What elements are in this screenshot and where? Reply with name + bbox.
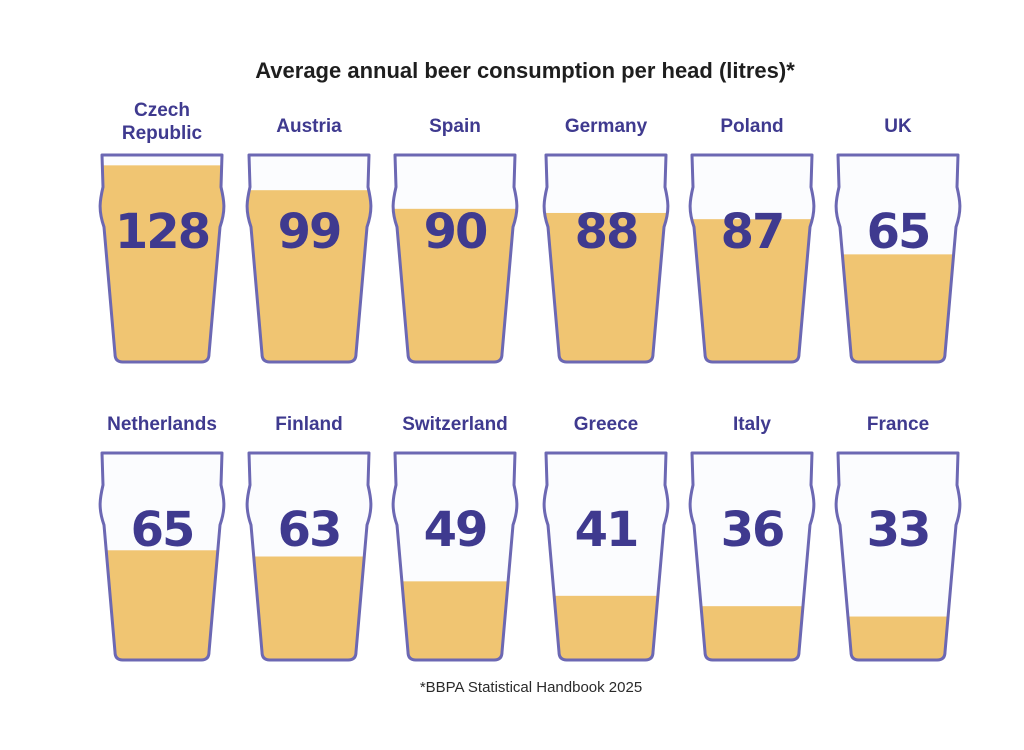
glass-item: 49 Switzerland bbox=[391, 414, 519, 662]
country-label: Switzerland bbox=[402, 414, 508, 435]
glass-item: 99 Austria bbox=[245, 116, 373, 364]
glass-item: 41 Greece bbox=[542, 414, 670, 662]
country-label: Netherlands bbox=[107, 414, 217, 435]
country-label: UK bbox=[884, 116, 912, 137]
glasses-group: 128 Czech Republic 99 Austria 90 Spain 88 German… bbox=[98, 100, 962, 662]
value-label: 41 bbox=[575, 502, 638, 558]
country-label: Germany bbox=[565, 116, 648, 137]
value-label: 36 bbox=[721, 502, 784, 558]
value-label: 87 bbox=[721, 204, 784, 260]
chart-title: Average annual beer consumption per head… bbox=[255, 58, 795, 83]
glass-item: 87 Poland bbox=[688, 116, 816, 364]
beer-fill bbox=[836, 254, 960, 362]
chart-footnote: *BBPA Statistical Handbook 2025 bbox=[420, 679, 642, 696]
country-label: Finland bbox=[275, 414, 343, 435]
beer-fill bbox=[247, 190, 371, 362]
glass-outline bbox=[245, 451, 373, 662]
glass-outline bbox=[98, 451, 226, 662]
value-label: 99 bbox=[278, 204, 341, 260]
glass-empty-area bbox=[836, 453, 960, 660]
glass-outline bbox=[98, 153, 226, 364]
glass-item: 128 Czech Republic bbox=[98, 100, 226, 364]
country-label-line: Republic bbox=[122, 123, 203, 144]
beer-fill bbox=[100, 550, 224, 660]
glass-item: 88 Germany bbox=[542, 116, 670, 364]
country-label: Italy bbox=[733, 414, 771, 435]
value-label: 33 bbox=[867, 502, 930, 558]
glass-outline bbox=[391, 451, 519, 662]
beer-fill bbox=[544, 595, 668, 660]
beer-fill bbox=[393, 208, 517, 362]
glass-outline bbox=[834, 451, 962, 662]
glass-item: 63 Finland bbox=[245, 414, 373, 662]
value-label: 128 bbox=[115, 204, 209, 260]
country-label: Czech Republic bbox=[122, 100, 203, 144]
beer-fill bbox=[690, 606, 814, 660]
value-label: 65 bbox=[131, 502, 194, 558]
country-label: France bbox=[867, 414, 929, 435]
glass-outline bbox=[542, 451, 670, 662]
glass-outline bbox=[688, 153, 816, 364]
country-label: Spain bbox=[429, 116, 481, 137]
country-label: Poland bbox=[720, 116, 783, 137]
country-label-line: Czech bbox=[134, 100, 190, 121]
country-label: Greece bbox=[574, 414, 638, 435]
glass-item: 33 France bbox=[834, 414, 962, 662]
glass-outline bbox=[245, 153, 373, 364]
beer-fill bbox=[247, 556, 371, 660]
beer-fill bbox=[544, 212, 668, 362]
value-label: 65 bbox=[867, 204, 930, 260]
glass-outline bbox=[391, 153, 519, 364]
glass-outline bbox=[688, 451, 816, 662]
glass-item: 65 Netherlands bbox=[98, 414, 226, 662]
glass-item: 90 Spain bbox=[391, 116, 519, 364]
country-label: Austria bbox=[276, 116, 342, 137]
value-label: 63 bbox=[278, 502, 341, 558]
beer-fill bbox=[836, 616, 960, 660]
value-label: 88 bbox=[575, 204, 638, 260]
glass-outline bbox=[542, 153, 670, 364]
value-label: 90 bbox=[424, 204, 487, 260]
glass-outline bbox=[834, 153, 962, 364]
glass-item: 65 UK bbox=[834, 116, 962, 364]
value-label: 49 bbox=[424, 502, 487, 558]
beer-fill bbox=[100, 165, 224, 362]
beer-fill bbox=[393, 581, 517, 660]
glass-item: 36 Italy bbox=[688, 414, 816, 662]
beer-fill bbox=[690, 219, 814, 362]
